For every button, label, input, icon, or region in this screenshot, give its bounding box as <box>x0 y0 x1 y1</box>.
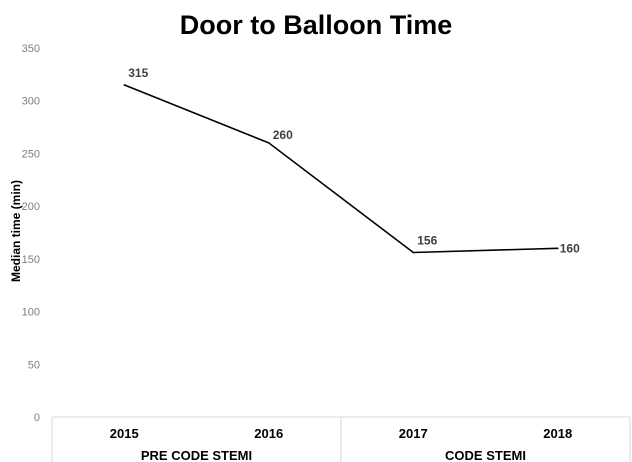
x-tick-label: 2015 <box>110 426 139 441</box>
y-tick-label: 50 <box>28 359 40 371</box>
x-group-label: PRE CODE STEMI <box>141 448 252 462</box>
x-axis-categories: 2015 2016 2017 2018 <box>110 426 572 441</box>
y-tick-label: 250 <box>22 148 40 160</box>
data-point <box>556 247 559 250</box>
y-tick-label: 200 <box>22 201 40 213</box>
data-labels: 315 260 156 160 <box>128 66 580 255</box>
y-tick-label: 350 <box>22 43 40 55</box>
series-line <box>124 84 558 254</box>
data-point <box>412 251 415 254</box>
data-label: 260 <box>273 128 293 142</box>
y-tick-label: 300 <box>22 96 40 108</box>
y-axis-ticks: 0 50 100 150 200 250 300 350 <box>22 43 40 424</box>
data-label: 156 <box>417 234 437 248</box>
y-tick-label: 150 <box>22 254 40 266</box>
x-group-label: CODE STEMI <box>445 448 526 462</box>
y-tick-label: 100 <box>22 307 40 319</box>
y-axis-label: Median time (min) <box>9 180 23 282</box>
y-tick-label: 0 <box>34 412 40 424</box>
axes <box>51 416 631 462</box>
data-label: 315 <box>128 66 148 80</box>
series-lines <box>123 84 559 254</box>
x-tick-label: 2016 <box>254 426 283 441</box>
data-label: 160 <box>560 241 580 255</box>
x-tick-label: 2017 <box>399 426 428 441</box>
x-tick-label: 2018 <box>543 426 572 441</box>
chart-title: Door to Balloon Time <box>179 10 453 40</box>
x-axis-groups: PRE CODE STEMI CODE STEMI <box>141 448 526 462</box>
data-point <box>267 142 270 144</box>
data-point <box>123 84 126 86</box>
